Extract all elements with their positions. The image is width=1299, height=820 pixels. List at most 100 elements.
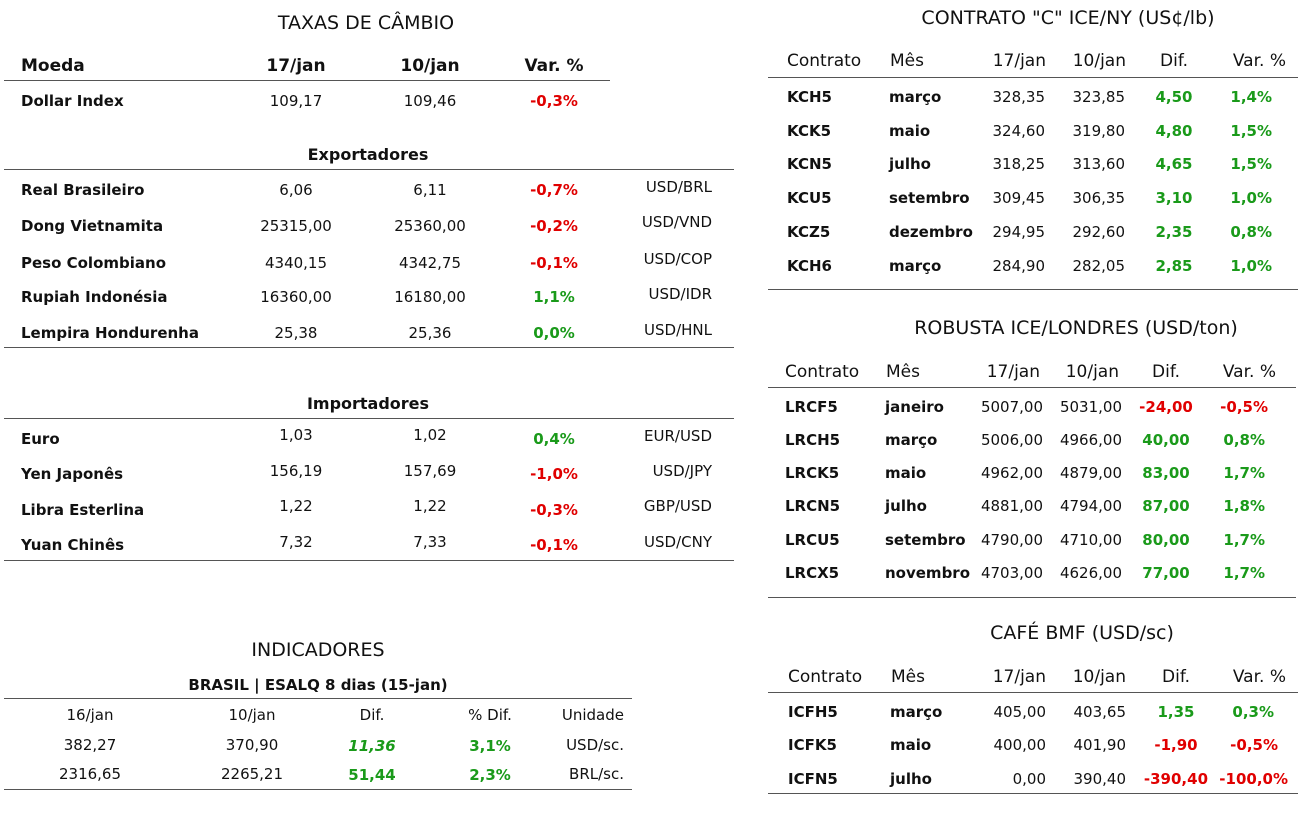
- robusta-v2: 4794,00: [1059, 497, 1122, 515]
- fx-header-divider: [4, 80, 610, 81]
- exporter-var: 0,0%: [533, 324, 575, 342]
- bmf-v1: 405,00: [993, 703, 1047, 721]
- contract-c-dif: 3,10: [1155, 189, 1193, 207]
- indicators-bottom-divider: [4, 789, 632, 790]
- robusta-v1: 5007,00: [980, 398, 1043, 416]
- bmf-header-10jan: 10/jan: [1072, 667, 1126, 687]
- robusta-header-mes: Mês: [886, 362, 920, 382]
- indicators-header-divider: [4, 698, 632, 699]
- contract-c-month: março: [889, 257, 942, 275]
- robusta-v2: 4626,00: [1059, 564, 1122, 582]
- dollar-index-var: -0,3%: [530, 92, 578, 110]
- contract-c-bottom-divider: [768, 289, 1298, 290]
- robusta-code: LRCH5: [785, 431, 841, 449]
- indicators-header-pdif: % Dif.: [468, 706, 512, 724]
- importers-title: Importadores: [306, 394, 430, 413]
- indicators-header-16jan: 16/jan: [66, 706, 114, 724]
- exporter-pair: USD/COP: [643, 250, 712, 268]
- robusta-var: 0,8%: [1223, 431, 1265, 449]
- indicators-header-10jan: 10/jan: [228, 706, 276, 724]
- contract-c-v1: 309,45: [992, 189, 1046, 207]
- contract-c-dif: 4,80: [1155, 122, 1193, 140]
- robusta-var: 1,8%: [1223, 497, 1265, 515]
- robusta-v1: 4962,00: [980, 464, 1043, 482]
- indicator-dif: 11,36: [348, 737, 396, 755]
- contract-c-var: 1,5%: [1230, 155, 1272, 173]
- robusta-v1: 4790,00: [980, 531, 1043, 549]
- contract-c-v1: 294,95: [992, 223, 1046, 241]
- robusta-var: 1,7%: [1223, 464, 1265, 482]
- indicators-title: INDICADORES: [251, 639, 385, 661]
- robusta-var: 1,7%: [1223, 564, 1265, 582]
- importer-v2: 1,22: [413, 497, 447, 515]
- robusta-dif: 80,00: [1142, 531, 1190, 549]
- bmf-header-17jan: 17/jan: [992, 667, 1046, 687]
- bmf-dif: -1,90: [1154, 736, 1198, 754]
- exporter-v1: 6,06: [279, 181, 313, 199]
- exporter-name: Real Brasileiro: [21, 181, 145, 199]
- robusta-dif: 40,00: [1142, 431, 1190, 449]
- contract-c-code: KCH6: [787, 257, 832, 275]
- importer-v1: 1,22: [279, 497, 313, 515]
- exporter-name: Dong Vietnamita: [21, 217, 164, 235]
- bmf-title: CAFÉ BMF (USD/sc): [990, 622, 1174, 644]
- importer-v1: 1,03: [279, 426, 313, 444]
- robusta-month: setembro: [885, 531, 966, 549]
- robusta-v2: 4879,00: [1059, 464, 1122, 482]
- contract-c-v2: 292,60: [1072, 223, 1126, 241]
- importer-var: 0,4%: [533, 430, 575, 448]
- bmf-v2: 401,90: [1073, 736, 1127, 754]
- contract-c-dif: 4,50: [1155, 88, 1193, 106]
- robusta-v1: 4703,00: [980, 564, 1043, 582]
- robusta-dif: 77,00: [1142, 564, 1190, 582]
- contract-c-title: CONTRATO "C" ICE/NY (US¢/lb): [921, 7, 1215, 29]
- robusta-month: março: [885, 431, 938, 449]
- importer-v2: 157,69: [403, 462, 457, 480]
- exporters-bottom-divider: [4, 347, 734, 348]
- exporter-v1: 25,38: [274, 324, 318, 342]
- exporters-divider: [4, 169, 734, 170]
- exporter-v2: 6,11: [413, 181, 447, 199]
- bmf-month: março: [890, 703, 943, 721]
- contract-c-code: KCK5: [787, 122, 832, 140]
- bmf-month: maio: [890, 736, 932, 754]
- robusta-v1: 5006,00: [980, 431, 1043, 449]
- contract-c-month: maio: [889, 122, 931, 140]
- importer-pair: GBP/USD: [643, 497, 712, 515]
- exporter-v2: 4342,75: [398, 254, 462, 272]
- robusta-month: julho: [885, 497, 927, 515]
- exporter-pair: USD/VND: [641, 213, 712, 231]
- contract-c-v2: 313,60: [1072, 155, 1126, 173]
- exporters-title: Exportadores: [307, 145, 429, 164]
- bmf-month: julho: [890, 770, 932, 788]
- fx-header-moeda: Moeda: [21, 56, 85, 76]
- fx-header-var: Var. %: [524, 56, 584, 76]
- exporter-v2: 25360,00: [394, 217, 466, 235]
- indicator-pdif: 3,1%: [469, 737, 511, 755]
- dollar-index-label: Dollar Index: [21, 92, 124, 110]
- robusta-var: -0,5%: [1220, 398, 1268, 416]
- contract-c-code: KCH5: [787, 88, 832, 106]
- robusta-code: LRCK5: [785, 464, 840, 482]
- indicator-v2: 2265,21: [220, 765, 284, 783]
- contract-c-header-divider: [768, 77, 1298, 78]
- contract-c-code: KCZ5: [787, 223, 831, 241]
- contract-c-var: 0,8%: [1230, 223, 1272, 241]
- contract-c-v1: 318,25: [992, 155, 1046, 173]
- contract-c-header-dif: Dif.: [1160, 51, 1188, 71]
- contract-c-v1: 284,90: [992, 257, 1046, 275]
- contract-c-dif: 2,35: [1155, 223, 1193, 241]
- contract-c-code: KCN5: [787, 155, 832, 173]
- contract-c-var: 1,0%: [1230, 189, 1272, 207]
- bmf-code: ICFH5: [788, 703, 838, 721]
- indicators-header-dif: Dif.: [359, 706, 385, 724]
- robusta-header-divider: [768, 387, 1296, 388]
- robusta-title: ROBUSTA ICE/LONDRES (USD/ton): [914, 317, 1238, 339]
- fx-header-10jan: 10/jan: [400, 56, 460, 76]
- robusta-code: LRCN5: [785, 497, 841, 515]
- contract-c-header-mes: Mês: [890, 51, 924, 71]
- importer-v1: 7,32: [279, 533, 313, 551]
- exporter-v1: 25315,00: [260, 217, 332, 235]
- contract-c-header-contrato: Contrato: [787, 51, 862, 71]
- bmf-v2: 403,65: [1073, 703, 1127, 721]
